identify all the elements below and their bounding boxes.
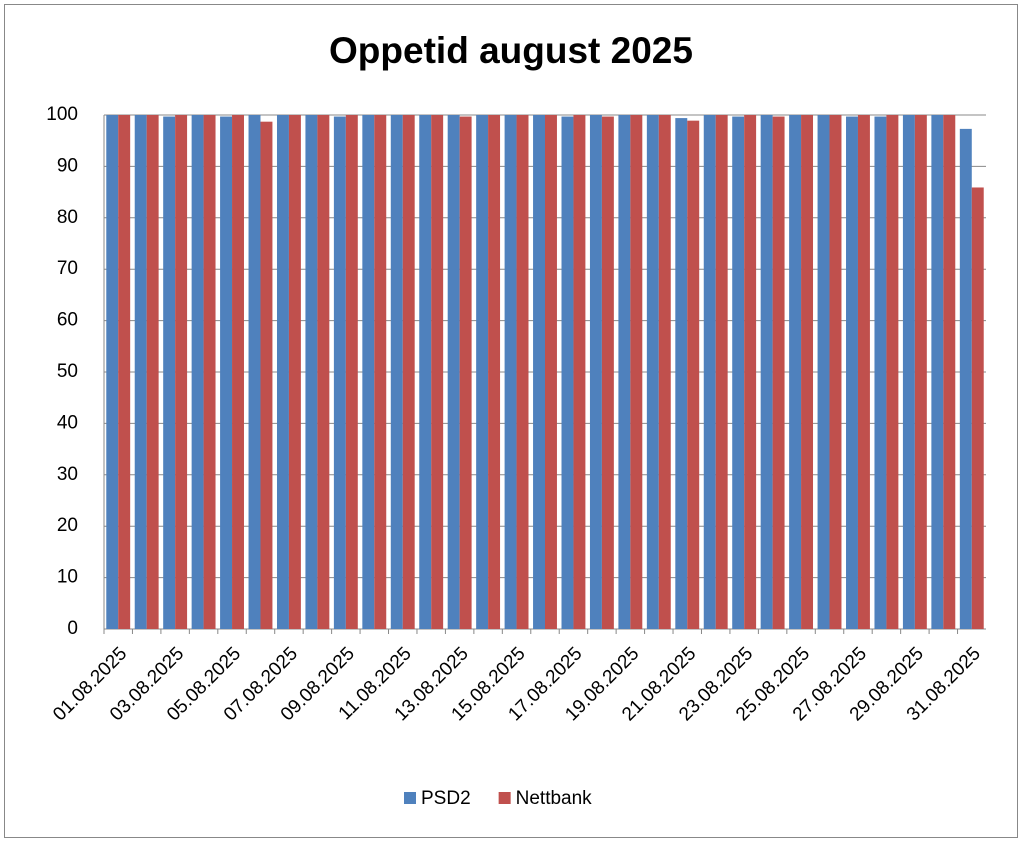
bar	[760, 115, 773, 629]
y-tick-label: 30	[57, 464, 78, 485]
bar	[687, 120, 700, 630]
bar	[573, 115, 586, 629]
bar	[419, 115, 432, 629]
bar	[163, 116, 176, 630]
bar	[817, 115, 830, 629]
bar	[943, 115, 956, 629]
bar	[857, 115, 870, 629]
bar	[772, 116, 785, 630]
bar	[431, 115, 444, 629]
bar	[345, 115, 358, 629]
bar	[276, 115, 289, 629]
bar	[106, 115, 119, 629]
bar	[959, 128, 972, 630]
bar	[232, 115, 244, 629]
chart-title: Oppetid august 2025	[329, 30, 693, 71]
bar	[402, 115, 415, 629]
bar	[675, 118, 688, 630]
bar	[191, 115, 204, 629]
legend-swatch	[404, 792, 416, 804]
bar	[914, 115, 927, 629]
bar	[545, 115, 557, 629]
y-tick-label: 0	[67, 618, 78, 639]
bar	[146, 115, 159, 629]
y-tick-label: 100	[46, 104, 78, 125]
bar	[488, 115, 501, 629]
bar	[703, 115, 716, 629]
bar	[874, 116, 887, 630]
bar	[646, 115, 659, 629]
bar	[374, 115, 387, 629]
y-tick-label: 80	[57, 207, 78, 228]
bar	[459, 116, 472, 630]
bar	[175, 115, 188, 629]
bar	[801, 115, 814, 629]
bar	[732, 116, 745, 630]
legend-label: Nettbank	[516, 788, 593, 809]
y-tick-label: 50	[57, 361, 78, 382]
bar	[533, 115, 545, 629]
bar	[618, 115, 631, 629]
y-tick-label: 90	[57, 155, 78, 176]
bar	[118, 115, 131, 629]
bar	[715, 115, 728, 629]
bar	[902, 115, 915, 629]
bar	[288, 115, 301, 629]
bar	[931, 115, 944, 629]
bar	[260, 121, 273, 629]
bar	[220, 116, 233, 630]
bar	[390, 115, 403, 629]
bar	[829, 115, 842, 629]
bar	[589, 115, 602, 629]
bar	[333, 116, 346, 630]
bar	[561, 116, 574, 630]
bar	[362, 115, 375, 629]
y-tick-label: 40	[57, 412, 78, 433]
bar	[658, 115, 671, 629]
bar	[504, 115, 517, 629]
legend-label: PSD2	[421, 788, 471, 809]
bar	[630, 115, 643, 629]
bar	[317, 115, 330, 629]
y-tick-label: 60	[57, 310, 78, 331]
legend-swatch	[498, 792, 511, 804]
bar	[846, 116, 858, 630]
bar	[886, 115, 899, 629]
y-tick-label: 10	[57, 567, 78, 588]
bar	[789, 115, 802, 629]
bar	[134, 115, 147, 629]
bar	[305, 115, 318, 629]
y-tick-label: 70	[57, 258, 78, 279]
bar	[516, 115, 529, 629]
y-tick-label: 20	[57, 515, 78, 536]
bar	[203, 115, 216, 629]
bar	[601, 116, 614, 630]
bar	[744, 115, 757, 629]
bar	[971, 187, 984, 629]
bar	[447, 115, 460, 629]
bar	[248, 115, 261, 629]
bar	[476, 115, 489, 629]
